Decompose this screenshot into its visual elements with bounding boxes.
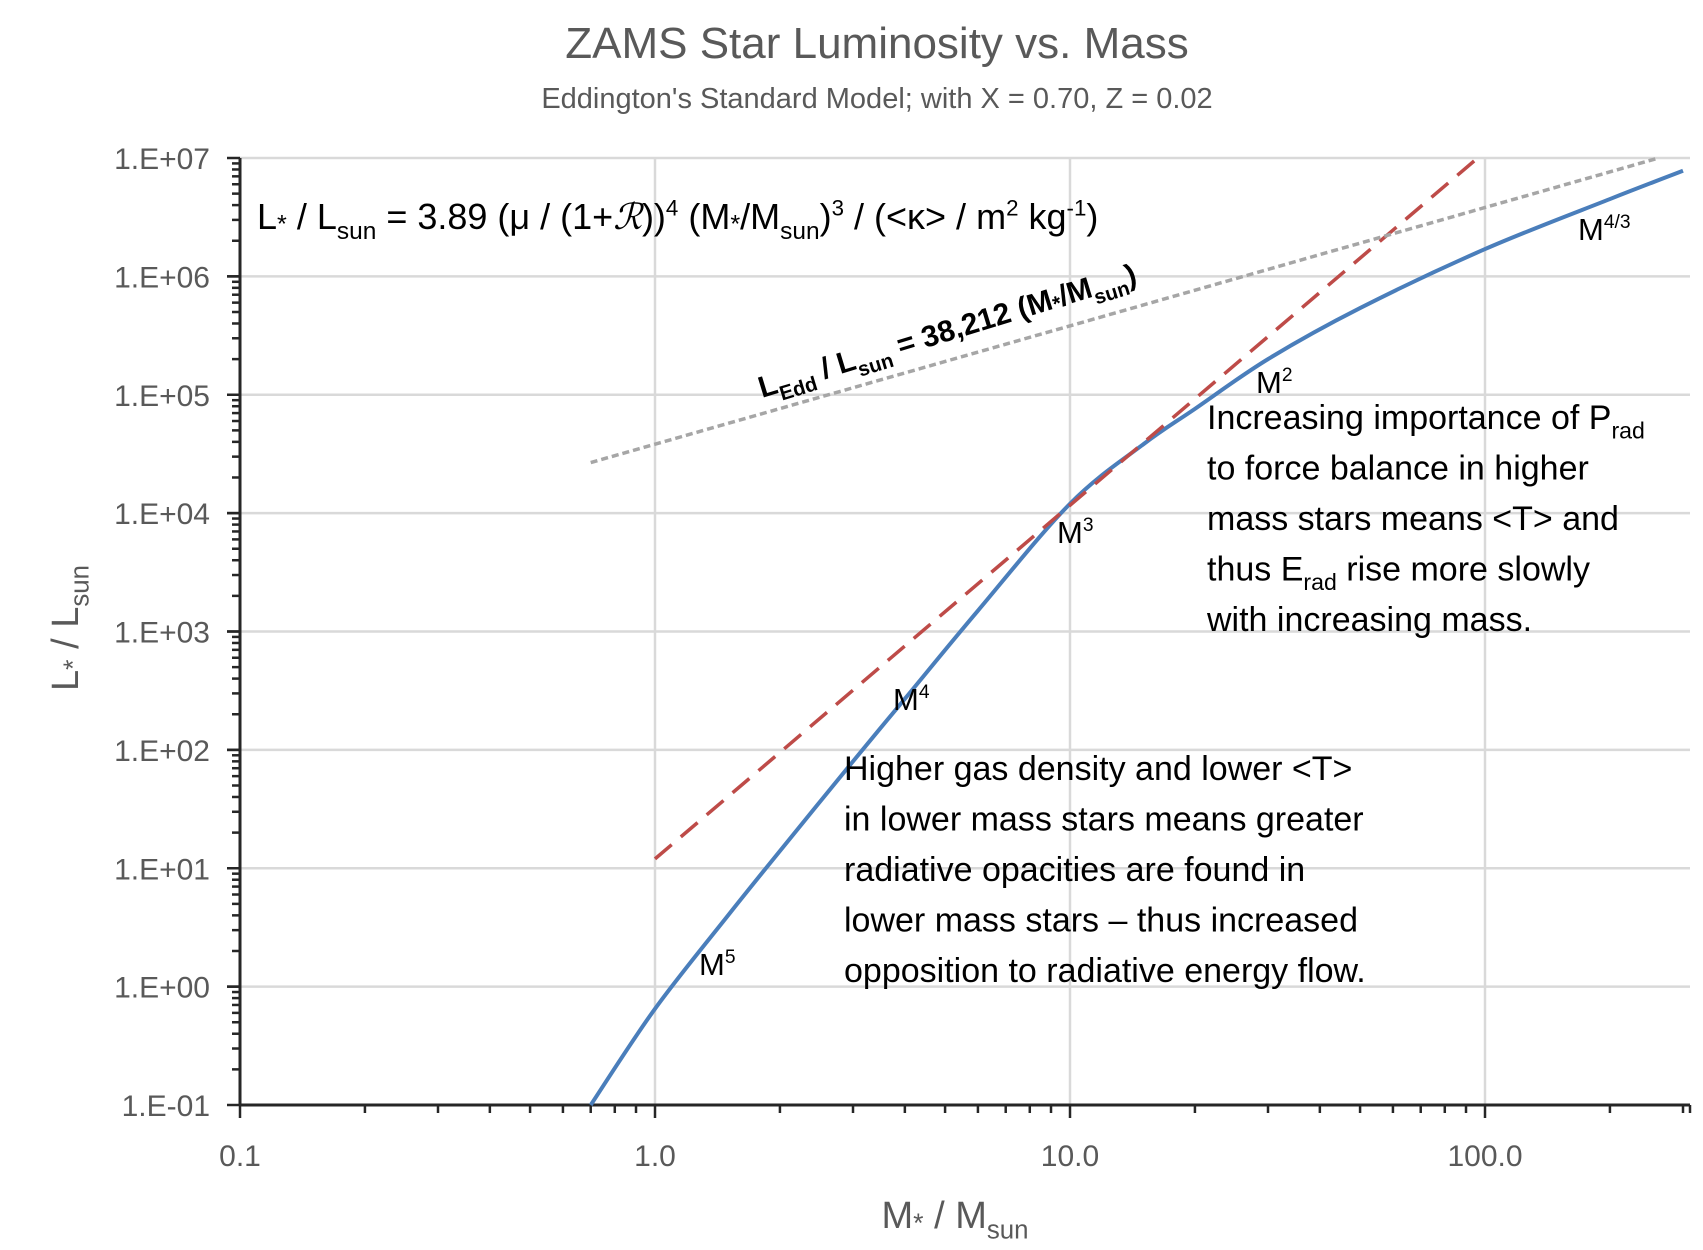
eddington-formula: LEdd / Lsun = 38,212 (M*/Msun) <box>754 258 1142 411</box>
text-segment: / L <box>809 344 860 388</box>
text-segment: sun <box>780 218 819 245</box>
text-segment: to force balance in higher <box>1207 450 1589 488</box>
text-segment: rad <box>1611 418 1644 444</box>
y-tick-label: 1.E+07 <box>114 143 210 176</box>
chart-title: ZAMS Star Luminosity vs. Mass <box>565 19 1188 68</box>
x-tick-label: 1.0 <box>634 1140 676 1173</box>
text-segment: = 3.89 (μ / (1+ <box>376 196 613 237</box>
text-segment: M <box>1256 365 1282 400</box>
x-axis-title: M* / Msun <box>882 1195 1029 1245</box>
y-tick-label: 1.E+02 <box>114 735 210 768</box>
text-segment: / (<κ> / m <box>844 196 1006 237</box>
text-segment: in lower mass stars means greater <box>844 801 1364 839</box>
text-segment: (M <box>678 196 730 237</box>
text-segment: M <box>1578 212 1604 247</box>
chart-subtitle: Eddington's Standard Model; with X = 0.7… <box>541 83 1212 115</box>
y-tick-label: 1.E+01 <box>114 853 210 886</box>
text-segment: L <box>257 196 277 237</box>
text-segment: M <box>699 947 725 982</box>
text-segment: sun <box>1092 278 1133 310</box>
slope-label-m4: M4 <box>893 682 930 717</box>
text-segment: 5 <box>725 947 736 968</box>
high-mass-note-line: with increasing mass. <box>1206 601 1532 639</box>
low-mass-note-line: Higher gas density and lower <T> <box>844 750 1352 788</box>
text-segment: /M <box>740 196 780 237</box>
text-segment: * <box>58 659 88 669</box>
text-segment: L <box>45 670 87 691</box>
low-mass-note-line: radiative opacities are found in <box>844 851 1305 889</box>
text-segment: radiative opacities are found in <box>844 851 1305 889</box>
low-mass-note-line: opposition to radiative energy flow. <box>844 952 1366 990</box>
text-segment: )) <box>642 196 666 237</box>
text-segment: mass stars means <T> and <box>1207 500 1619 538</box>
text-segment: 4/3 <box>1604 212 1631 233</box>
text-segment: / L <box>45 607 87 660</box>
y-axis-title: L* / Lsun <box>45 565 95 691</box>
slope-label-m43: M4/3 <box>1578 212 1631 247</box>
text-segment: * <box>277 211 287 239</box>
text-segment: 4 <box>919 682 930 703</box>
text-segment: 3 <box>1083 515 1094 536</box>
y-tick-label: 1.E+04 <box>114 498 210 531</box>
high-mass-note-line: to force balance in higher <box>1207 450 1589 488</box>
high-mass-note-line: thus Erad rise more slowly <box>1207 551 1590 596</box>
text-segment: thus E <box>1207 551 1303 589</box>
text-segment: -1 <box>1067 195 1087 220</box>
annotations: L* / Lsun = 3.89 (μ / (1+ℛ))4 (M*/Msun)3… <box>257 195 1645 990</box>
text-segment: 4 <box>666 195 678 220</box>
text-segment: Increasing importance of P <box>1207 399 1611 437</box>
text-segment: * <box>913 1208 923 1238</box>
x-tick-label: 100.0 <box>1447 1140 1522 1173</box>
text-segment: = 38,212 (M <box>885 284 1057 365</box>
text-segment: ℛ <box>613 197 644 238</box>
text-segment: kg <box>1018 196 1066 237</box>
x-tick-label: 10.0 <box>1041 1140 1099 1173</box>
text-segment: M <box>1057 515 1083 550</box>
text-segment: ) <box>820 196 832 237</box>
low-mass-note-line: in lower mass stars means greater <box>844 801 1364 839</box>
slope-label-m3: M3 <box>1057 515 1094 550</box>
text-segment: sun <box>337 218 376 245</box>
text-segment: Higher gas density and lower <T> <box>844 750 1352 788</box>
high-mass-note-line: mass stars means <T> and <box>1207 500 1619 538</box>
text-segment: sun <box>67 565 95 607</box>
text-segment: * <box>730 211 740 239</box>
text-segment: / M <box>924 1195 987 1237</box>
text-segment: 2 <box>1282 365 1293 386</box>
high-mass-note-line: Increasing importance of Prad <box>1207 399 1645 444</box>
text-segment: 2 <box>1006 195 1018 220</box>
luminosity-formula: L* / Lsun = 3.89 (μ / (1+ℛ))4 (M*/Msun)3… <box>257 195 1098 245</box>
text-segment: ) <box>1086 196 1098 237</box>
y-tick-label: 1.E-01 <box>122 1090 210 1123</box>
slope-label-m2: M2 <box>1256 365 1293 400</box>
eddington-limit-line <box>590 156 1660 465</box>
series-group <box>589 156 1684 1107</box>
axes: 1.E-01 1.E+00 1.E+01 1.E+02 1.E+03 1.E+04 1.E+… <box>45 143 1692 1245</box>
low-mass-note-line: lower mass stars – thus increased <box>844 902 1358 940</box>
y-tick-label: 1.E+03 <box>114 617 210 650</box>
text-segment: lower mass stars – thus increased <box>844 902 1358 940</box>
text-segment: / L <box>287 196 337 237</box>
y-tick-label: 1.E+06 <box>114 261 210 294</box>
text-segment: M <box>893 682 919 717</box>
x-tick-label: 0.1 <box>219 1140 261 1173</box>
gridlines <box>240 156 1690 1105</box>
y-tick-label: 1.E+00 <box>114 972 210 1005</box>
y-tick-label: 1.E+05 <box>114 380 210 413</box>
luminosity-curve <box>589 168 1684 1107</box>
text-segment: rise more slowly <box>1337 551 1590 589</box>
text-segment: 3 <box>832 195 844 220</box>
text-segment: sun <box>987 1217 1029 1245</box>
text-segment: M <box>882 1195 914 1237</box>
text-segment: with increasing mass. <box>1206 601 1532 639</box>
m3-reference-line <box>653 156 1479 861</box>
text-segment: opposition to radiative energy flow. <box>844 952 1366 990</box>
slope-label-m5: M5 <box>699 947 736 982</box>
text-segment: rad <box>1303 569 1336 595</box>
